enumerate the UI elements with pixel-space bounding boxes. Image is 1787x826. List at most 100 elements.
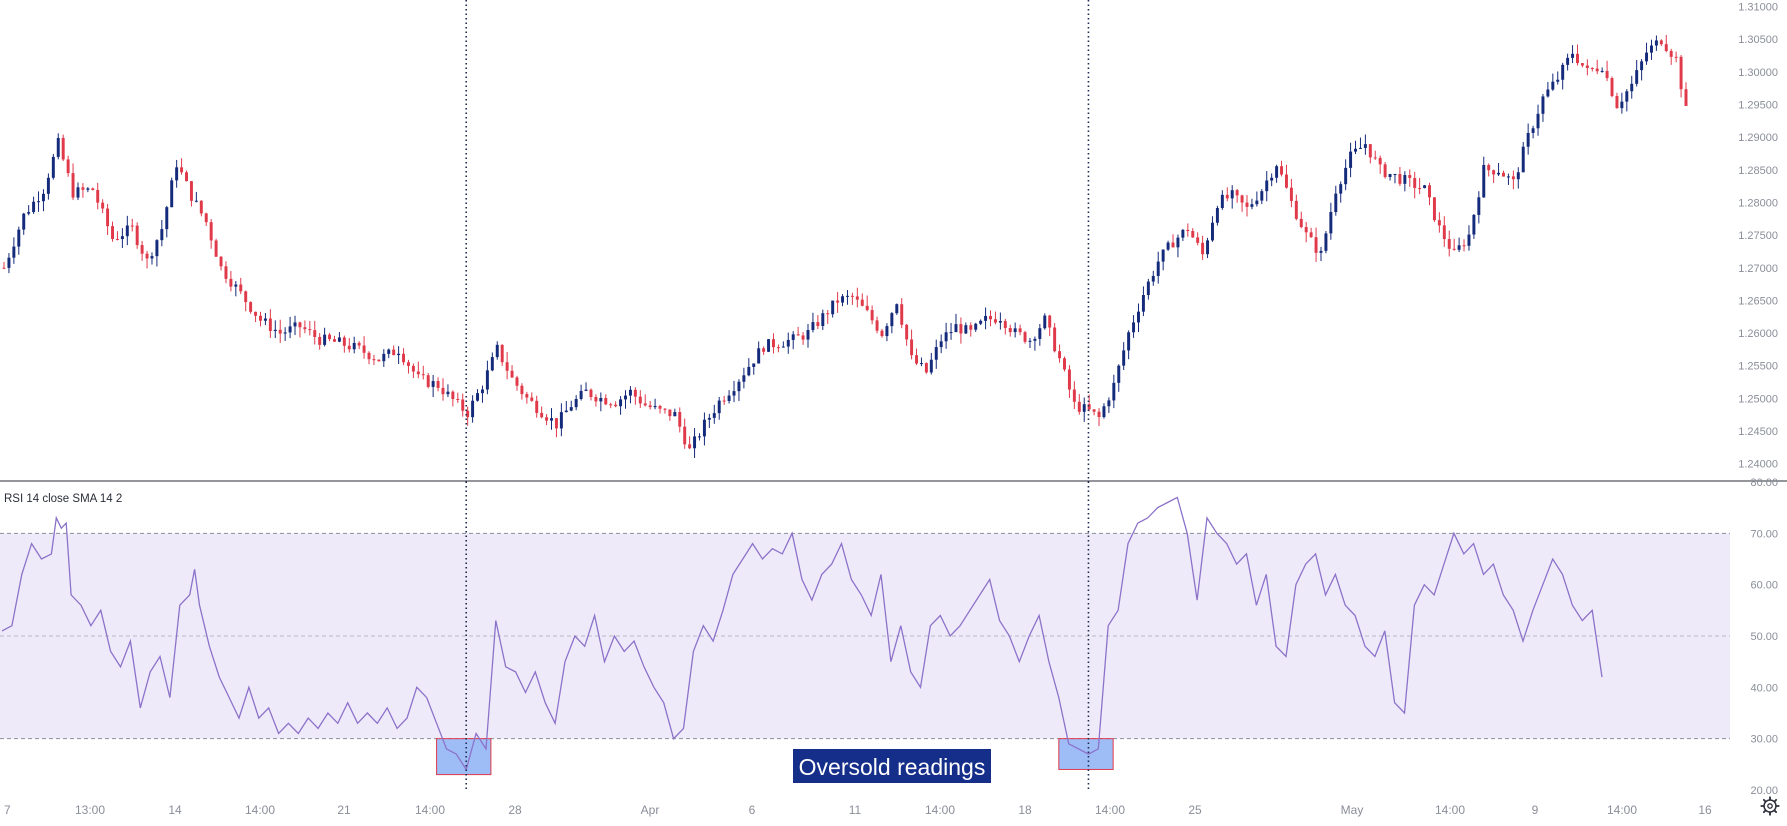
candle-body — [204, 213, 208, 223]
time-tick-label: 25 — [1188, 803, 1202, 817]
candle-body — [969, 325, 973, 330]
candle-body — [298, 322, 302, 328]
candle-body — [1329, 212, 1333, 234]
candle-body — [1137, 311, 1140, 323]
candle-body — [1566, 57, 1570, 65]
candle-body — [1585, 65, 1589, 68]
candle-body — [865, 305, 869, 311]
candle-body — [1319, 250, 1323, 253]
candle-body — [688, 444, 692, 449]
candle-body — [377, 359, 381, 362]
candle-body — [1334, 193, 1338, 213]
candle-body — [609, 404, 613, 406]
candle-body — [214, 240, 218, 257]
time-axis[interactable]: 7 13:00 14 14:00 21 14:00 28 Apr 6 11 14:00 18 14:00… — [4, 803, 1712, 817]
time-tick-label: 11 — [849, 803, 862, 817]
candle-body — [224, 266, 228, 279]
price-tick-label: 1.31000 — [1738, 2, 1778, 14]
candle-body — [1127, 332, 1131, 351]
candle-body — [1477, 197, 1481, 215]
candle-body — [1117, 365, 1121, 383]
candle-body — [1620, 101, 1624, 109]
candle-body — [145, 253, 149, 259]
candle-body — [1640, 61, 1644, 71]
candle-body — [604, 397, 608, 405]
settings-gear-icon[interactable] — [1759, 795, 1781, 817]
candle-body — [850, 295, 854, 297]
candle-body — [352, 342, 356, 350]
price-tick-label: 1.28000 — [1738, 197, 1778, 209]
candle-body — [1220, 194, 1224, 209]
candle-body — [915, 355, 919, 364]
candle-body — [693, 436, 697, 449]
candle-body — [86, 188, 90, 190]
candle-body — [441, 387, 445, 395]
rsi-pane[interactable] — [0, 496, 1730, 776]
candle-body — [614, 404, 618, 407]
annotation-oversold: Oversold readings — [793, 749, 991, 783]
price-pane[interactable] — [2, 34, 1688, 458]
candle-body — [1013, 328, 1017, 333]
rsi-axis[interactable]: 80.00 70.00 60.00 50.00 40.00 30.00 20.00 — [1750, 477, 1778, 797]
candle-body — [1284, 174, 1288, 188]
candle-body — [905, 324, 909, 340]
candle-body — [1250, 204, 1254, 207]
candle-body — [1171, 242, 1175, 248]
oversold-highlight — [436, 738, 492, 776]
candle-body — [219, 256, 223, 267]
candle-body — [288, 326, 292, 333]
candle-body — [436, 381, 440, 388]
candle-body — [1511, 176, 1515, 180]
candle-body — [2, 267, 6, 269]
candle-body — [1038, 328, 1042, 339]
candle-body — [170, 180, 174, 208]
candle-body — [1260, 191, 1264, 201]
candle-body — [392, 349, 396, 356]
candle-body — [1043, 315, 1047, 329]
candle-body — [1590, 67, 1594, 69]
candle-body — [712, 413, 716, 418]
candle-body — [1610, 78, 1614, 97]
indicator-label[interactable]: RSI 14 close SMA 14 2 — [4, 493, 122, 505]
candle-body — [259, 315, 262, 321]
candle-body — [1053, 327, 1057, 352]
candle-body — [71, 173, 75, 198]
candle-body — [268, 318, 272, 331]
candle-body — [273, 329, 277, 331]
candle-body — [668, 409, 672, 417]
candle-body — [737, 381, 741, 392]
candle-body — [180, 167, 184, 173]
candle-body — [1580, 63, 1584, 66]
time-tick-label: 18 — [1018, 803, 1032, 817]
candle-body — [1280, 166, 1284, 175]
candle-body — [402, 353, 406, 363]
candle-body — [589, 389, 593, 398]
candle-body — [1536, 113, 1540, 129]
candle-body — [767, 339, 771, 352]
candle-body — [357, 342, 361, 346]
candle-body — [209, 222, 213, 241]
time-tick-label: 16 — [1698, 803, 1712, 817]
candle-body — [1181, 229, 1185, 238]
candle-body — [939, 341, 943, 348]
candle-body — [900, 304, 904, 325]
candle-body — [757, 348, 761, 364]
time-tick-label: 13:00 — [75, 803, 105, 817]
candle-body — [1097, 411, 1101, 418]
candle-body — [120, 236, 124, 240]
candle-body — [185, 172, 188, 182]
price-axis[interactable]: 1.24000 1.24500 1.25000 1.25500 1.26000 1.265… — [1738, 2, 1778, 471]
time-tick-label: 6 — [749, 803, 756, 817]
candle-body — [91, 188, 95, 190]
candle-body — [1077, 401, 1081, 412]
candle-body — [397, 353, 401, 356]
candle-body — [747, 366, 751, 376]
candle-body — [944, 332, 948, 342]
candle-body — [1122, 350, 1126, 366]
candle-body — [855, 296, 859, 300]
candle-body — [870, 310, 874, 321]
candle-body — [1186, 229, 1190, 232]
rsi-tick-label: 80.00 — [1750, 477, 1778, 489]
candle-body — [1487, 165, 1491, 171]
